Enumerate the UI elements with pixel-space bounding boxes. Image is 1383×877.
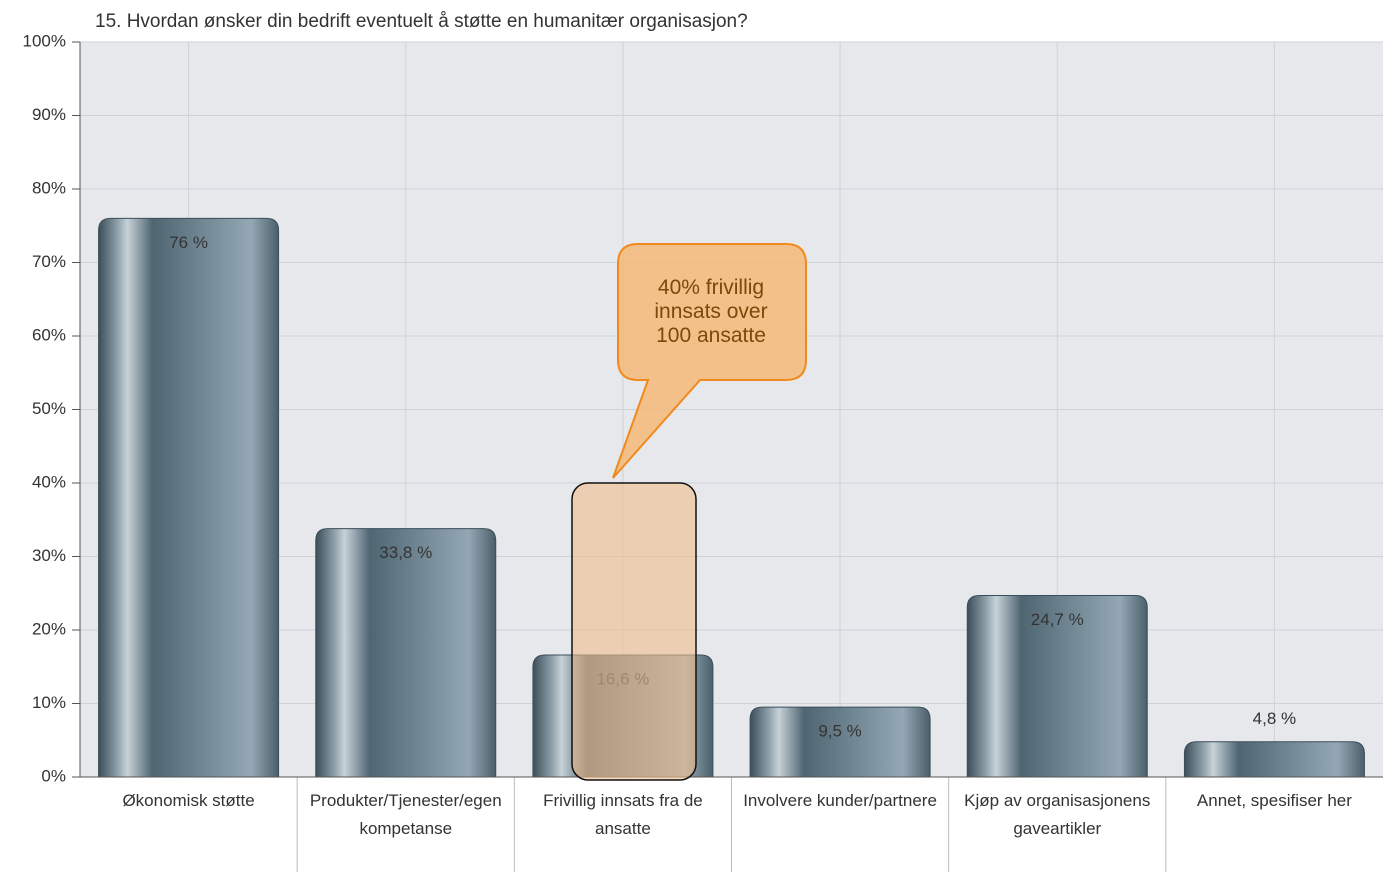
y-tick-label: 100% xyxy=(23,31,66,50)
annotation: 40% frivillig innsats over 100 ansatte xyxy=(654,276,768,347)
y-tick-label: 90% xyxy=(32,105,66,124)
y-tick-label: 40% xyxy=(32,472,66,491)
x-tick-label: Frivillig innsats fra de ansatte xyxy=(543,791,703,838)
x-tick-label: Produkter/Tjenester/egen kompetanse xyxy=(309,791,502,838)
value-label: 9,5 % xyxy=(818,722,861,741)
y-tick-label: 70% xyxy=(32,252,66,271)
highlight-box xyxy=(571,482,697,781)
y-tick-label: 30% xyxy=(32,546,66,565)
x-tick-label: Kjøp av organisasjonens gaveartikler xyxy=(964,791,1151,838)
value-label: 4,8 % xyxy=(1253,709,1296,728)
y-tick-label: 50% xyxy=(32,399,66,418)
y-tick-label: 20% xyxy=(32,619,66,638)
y-tick-label: 80% xyxy=(32,178,66,197)
bar xyxy=(98,217,280,778)
x-tick-label: Annet, spesifiser her xyxy=(1196,791,1352,810)
y-tick-label: 0% xyxy=(41,766,66,785)
y-tick-label: 10% xyxy=(32,693,66,712)
value-label: 76 % xyxy=(169,233,208,252)
callout-shape xyxy=(612,243,807,479)
chart-title: 15. Hvordan ønsker din bedrift eventuelt… xyxy=(95,11,748,32)
bar xyxy=(749,706,931,778)
x-tick-label: Økonomisk støtte xyxy=(122,791,255,810)
bar xyxy=(1183,741,1365,778)
value-label: 33,8 % xyxy=(379,543,432,562)
bar xyxy=(966,594,1148,778)
bar xyxy=(315,528,497,778)
y-tick-label: 60% xyxy=(32,325,66,344)
value-label: 24,7 % xyxy=(1031,610,1084,629)
x-tick-label: Involvere kunder/partnere xyxy=(743,791,937,810)
